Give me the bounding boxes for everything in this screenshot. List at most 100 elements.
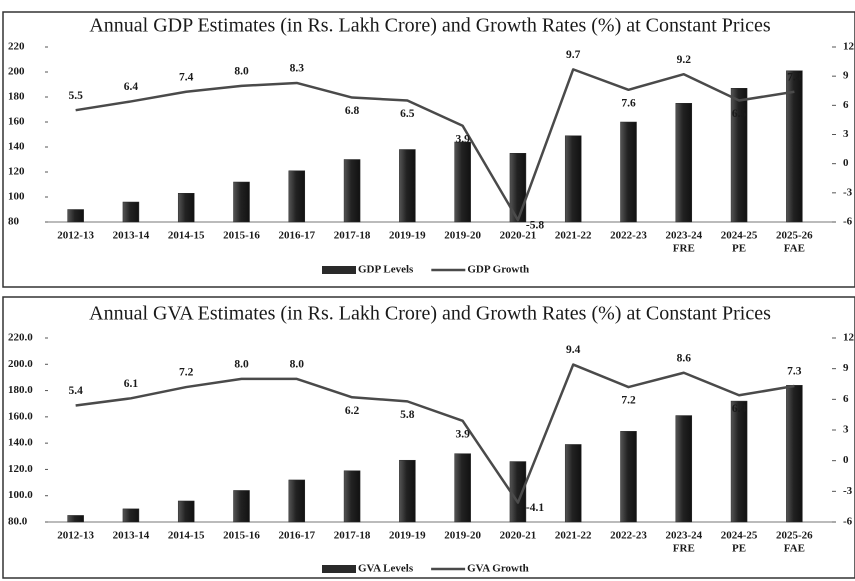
y-tick-label: 120.0 xyxy=(8,463,33,475)
bar xyxy=(288,479,306,523)
y2-tick-label: 12 xyxy=(843,332,855,344)
data-label: 8.3 xyxy=(290,63,305,75)
data-label: 6.2 xyxy=(345,405,360,417)
bar xyxy=(730,88,748,223)
data-label: 8.6 xyxy=(677,352,692,364)
y-tick-label: 100 xyxy=(8,191,25,203)
data-label: 5.5 xyxy=(68,90,83,102)
data-label: 9.2 xyxy=(677,54,692,66)
data-label: 6.4 xyxy=(124,81,139,93)
bar xyxy=(509,153,527,223)
x-tick-label: 2019-19 xyxy=(389,530,426,542)
y2-tick-label: 3 xyxy=(843,424,849,436)
bar xyxy=(620,121,637,223)
y2-tick-label: 9 xyxy=(843,70,849,82)
bar xyxy=(620,431,637,523)
x-tick-note: PE xyxy=(732,243,746,255)
y-tick-label: 160.0 xyxy=(8,410,33,422)
data-label: 9.4 xyxy=(566,344,581,356)
x-tick-label: 2025-26 xyxy=(776,530,813,542)
chart-title: Annual GDP Estimates (in Rs. Lakh Crore)… xyxy=(89,15,771,37)
bar xyxy=(343,470,361,523)
growth-line xyxy=(75,68,795,222)
data-label: 7.2 xyxy=(179,367,194,379)
x-tick-label: 2021-22 xyxy=(555,230,592,242)
x-tick-note: FRE xyxy=(673,243,695,255)
x-tick-label: 2015-16 xyxy=(223,530,260,542)
y2-tick-label: 0 xyxy=(843,157,849,169)
legend-swatch xyxy=(322,565,356,573)
data-label: 7.4 xyxy=(787,71,802,83)
y-tick-label: 220.0 xyxy=(8,332,33,344)
x-tick-label: 2021-22 xyxy=(555,530,592,542)
y-tick-label: 80 xyxy=(8,216,20,228)
y2-tick-label: -3 xyxy=(843,186,853,198)
bar xyxy=(233,490,250,523)
legend-label: GVA Growth xyxy=(467,563,529,575)
bar xyxy=(564,135,582,223)
x-tick-label: 2024-25 xyxy=(721,230,758,242)
bar xyxy=(177,193,195,223)
data-label: 3.9 xyxy=(455,133,470,145)
chart-frame xyxy=(2,11,855,288)
data-label: 7.2 xyxy=(621,395,636,407)
x-tick-note: FAE xyxy=(784,543,805,555)
x-tick-label: 2023-24 xyxy=(665,230,702,242)
x-tick-label: 2017-18 xyxy=(334,530,371,542)
bar xyxy=(564,444,582,523)
bar xyxy=(233,181,250,223)
legend-label: GVA Levels xyxy=(358,563,414,575)
growth-line xyxy=(75,363,795,504)
legend-swatch xyxy=(322,266,356,274)
y2-tick-label: -3 xyxy=(843,485,853,497)
data-label: 8.0 xyxy=(234,359,249,371)
y2-tick-label: -6 xyxy=(843,516,853,528)
x-tick-note: FAE xyxy=(784,243,805,255)
bar xyxy=(730,400,748,523)
data-label: 7.3 xyxy=(787,366,802,378)
data-label: 9.7 xyxy=(566,49,581,61)
y-tick-label: 180.0 xyxy=(8,384,33,396)
y-tick-label: 220 xyxy=(8,41,25,53)
legend-label: GDP Levels xyxy=(358,264,414,276)
y-tick-label: 140 xyxy=(8,141,25,153)
x-tick-label: 2016-17 xyxy=(278,230,315,242)
chart-frame xyxy=(2,296,855,579)
bar xyxy=(454,453,471,523)
bar xyxy=(67,515,84,523)
chart-title: Annual GVA Estimates (in Rs. Lakh Crore)… xyxy=(89,303,771,325)
x-tick-label: 2022-23 xyxy=(610,530,647,542)
y-tick-label: 100.0 xyxy=(8,489,33,501)
data-label: 6.1 xyxy=(124,378,139,390)
y-tick-label: 80.0 xyxy=(8,516,28,528)
bar xyxy=(67,209,84,223)
data-label: 5.4 xyxy=(68,385,83,397)
bar xyxy=(786,385,803,523)
x-tick-label: 2013-14 xyxy=(113,530,150,542)
data-label: 7.4 xyxy=(179,71,194,83)
x-tick-label: 2020-21 xyxy=(500,530,537,542)
x-tick-note: PE xyxy=(732,543,746,555)
bar xyxy=(288,170,306,223)
x-tick-label: 2014-15 xyxy=(168,230,205,242)
y-tick-label: 180 xyxy=(8,91,25,103)
x-tick-label: 2023-24 xyxy=(665,530,702,542)
y-tick-label: 140.0 xyxy=(8,437,33,449)
x-tick-label: 2025-26 xyxy=(776,230,813,242)
data-label: 6.5 xyxy=(732,108,747,120)
data-label: 6.5 xyxy=(400,108,415,120)
data-label: 3.9 xyxy=(455,428,470,440)
data-label: -4.1 xyxy=(526,502,544,514)
y-tick-label: 160 xyxy=(8,116,25,128)
bar xyxy=(122,508,140,523)
data-label: 5.8 xyxy=(400,409,415,421)
x-tick-label: 2015-16 xyxy=(223,230,260,242)
bar xyxy=(399,149,416,223)
data-label: 7.6 xyxy=(621,97,636,109)
x-tick-label: 2014-15 xyxy=(168,530,205,542)
bar xyxy=(122,201,140,223)
x-tick-label: 2016-17 xyxy=(278,530,315,542)
legend-label: GDP Growth xyxy=(467,264,529,276)
data-label: 6.8 xyxy=(345,105,360,117)
